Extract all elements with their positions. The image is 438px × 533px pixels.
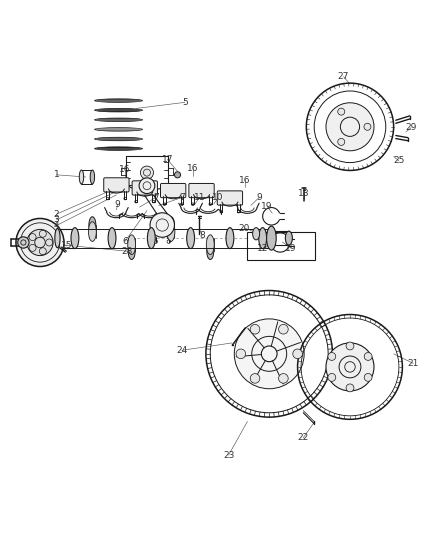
Text: 17: 17 — [162, 155, 173, 164]
Text: 7: 7 — [153, 193, 159, 202]
Circle shape — [279, 374, 288, 383]
Ellipse shape — [259, 228, 267, 248]
Text: 25: 25 — [393, 156, 405, 165]
Circle shape — [326, 103, 374, 151]
Ellipse shape — [187, 228, 194, 248]
Ellipse shape — [95, 118, 143, 122]
Ellipse shape — [128, 243, 135, 260]
Text: 2: 2 — [54, 209, 60, 219]
Circle shape — [141, 166, 153, 179]
Ellipse shape — [167, 222, 175, 241]
Circle shape — [174, 172, 180, 178]
Ellipse shape — [55, 229, 60, 248]
Text: 27: 27 — [338, 72, 349, 81]
FancyBboxPatch shape — [104, 178, 129, 192]
Circle shape — [18, 237, 29, 248]
Text: 7: 7 — [179, 193, 185, 202]
Circle shape — [364, 123, 371, 130]
Circle shape — [338, 108, 345, 115]
Ellipse shape — [89, 217, 96, 233]
Text: 16: 16 — [187, 164, 198, 173]
Circle shape — [328, 374, 336, 381]
Text: 6: 6 — [122, 237, 128, 246]
Text: 23: 23 — [223, 450, 234, 459]
Circle shape — [346, 342, 354, 350]
Ellipse shape — [206, 235, 214, 254]
Text: 8: 8 — [200, 231, 205, 239]
Ellipse shape — [95, 99, 143, 102]
FancyBboxPatch shape — [160, 183, 186, 198]
Text: 12: 12 — [257, 244, 268, 253]
Text: 10: 10 — [212, 193, 224, 203]
Circle shape — [364, 352, 372, 360]
Circle shape — [16, 219, 64, 266]
Circle shape — [279, 325, 288, 334]
Circle shape — [338, 139, 345, 146]
Circle shape — [250, 325, 260, 334]
Text: 18: 18 — [298, 189, 310, 198]
Circle shape — [328, 352, 336, 360]
Text: 3: 3 — [54, 215, 60, 224]
Text: 5: 5 — [182, 98, 188, 107]
Ellipse shape — [95, 108, 143, 112]
Ellipse shape — [71, 228, 79, 248]
Ellipse shape — [90, 170, 95, 184]
Text: 20: 20 — [239, 223, 250, 232]
Ellipse shape — [108, 228, 116, 248]
Bar — [247, 231, 315, 260]
Text: 4: 4 — [54, 221, 60, 230]
Circle shape — [364, 374, 372, 381]
Ellipse shape — [286, 231, 292, 245]
Text: 9: 9 — [115, 199, 120, 208]
Ellipse shape — [253, 228, 260, 240]
Text: 28: 28 — [122, 247, 133, 256]
Text: 16: 16 — [240, 175, 251, 184]
Circle shape — [234, 319, 304, 389]
Ellipse shape — [79, 170, 84, 184]
Text: 19: 19 — [261, 202, 273, 211]
Circle shape — [236, 349, 246, 359]
Text: 15: 15 — [61, 241, 73, 250]
Text: 1: 1 — [54, 171, 60, 179]
Ellipse shape — [226, 228, 234, 248]
Ellipse shape — [207, 243, 214, 260]
Circle shape — [346, 384, 354, 392]
Ellipse shape — [167, 217, 174, 233]
Text: 11: 11 — [194, 193, 205, 202]
FancyBboxPatch shape — [189, 183, 214, 198]
Ellipse shape — [88, 222, 96, 241]
Circle shape — [326, 343, 374, 391]
Circle shape — [139, 178, 155, 193]
Text: 24: 24 — [176, 346, 187, 355]
Ellipse shape — [95, 137, 143, 141]
Text: 29: 29 — [406, 123, 417, 132]
Ellipse shape — [95, 147, 143, 150]
Circle shape — [293, 349, 302, 359]
Text: 9: 9 — [256, 193, 262, 202]
Text: 16: 16 — [120, 165, 131, 174]
Ellipse shape — [148, 228, 155, 248]
Ellipse shape — [128, 235, 136, 254]
Text: 22: 22 — [298, 433, 309, 442]
FancyBboxPatch shape — [217, 191, 243, 205]
Text: 21: 21 — [408, 359, 419, 368]
Circle shape — [150, 213, 174, 237]
Ellipse shape — [95, 127, 143, 131]
FancyBboxPatch shape — [132, 181, 157, 195]
Circle shape — [27, 229, 53, 256]
Circle shape — [250, 374, 260, 383]
Ellipse shape — [267, 226, 276, 250]
Text: 19: 19 — [285, 244, 297, 253]
